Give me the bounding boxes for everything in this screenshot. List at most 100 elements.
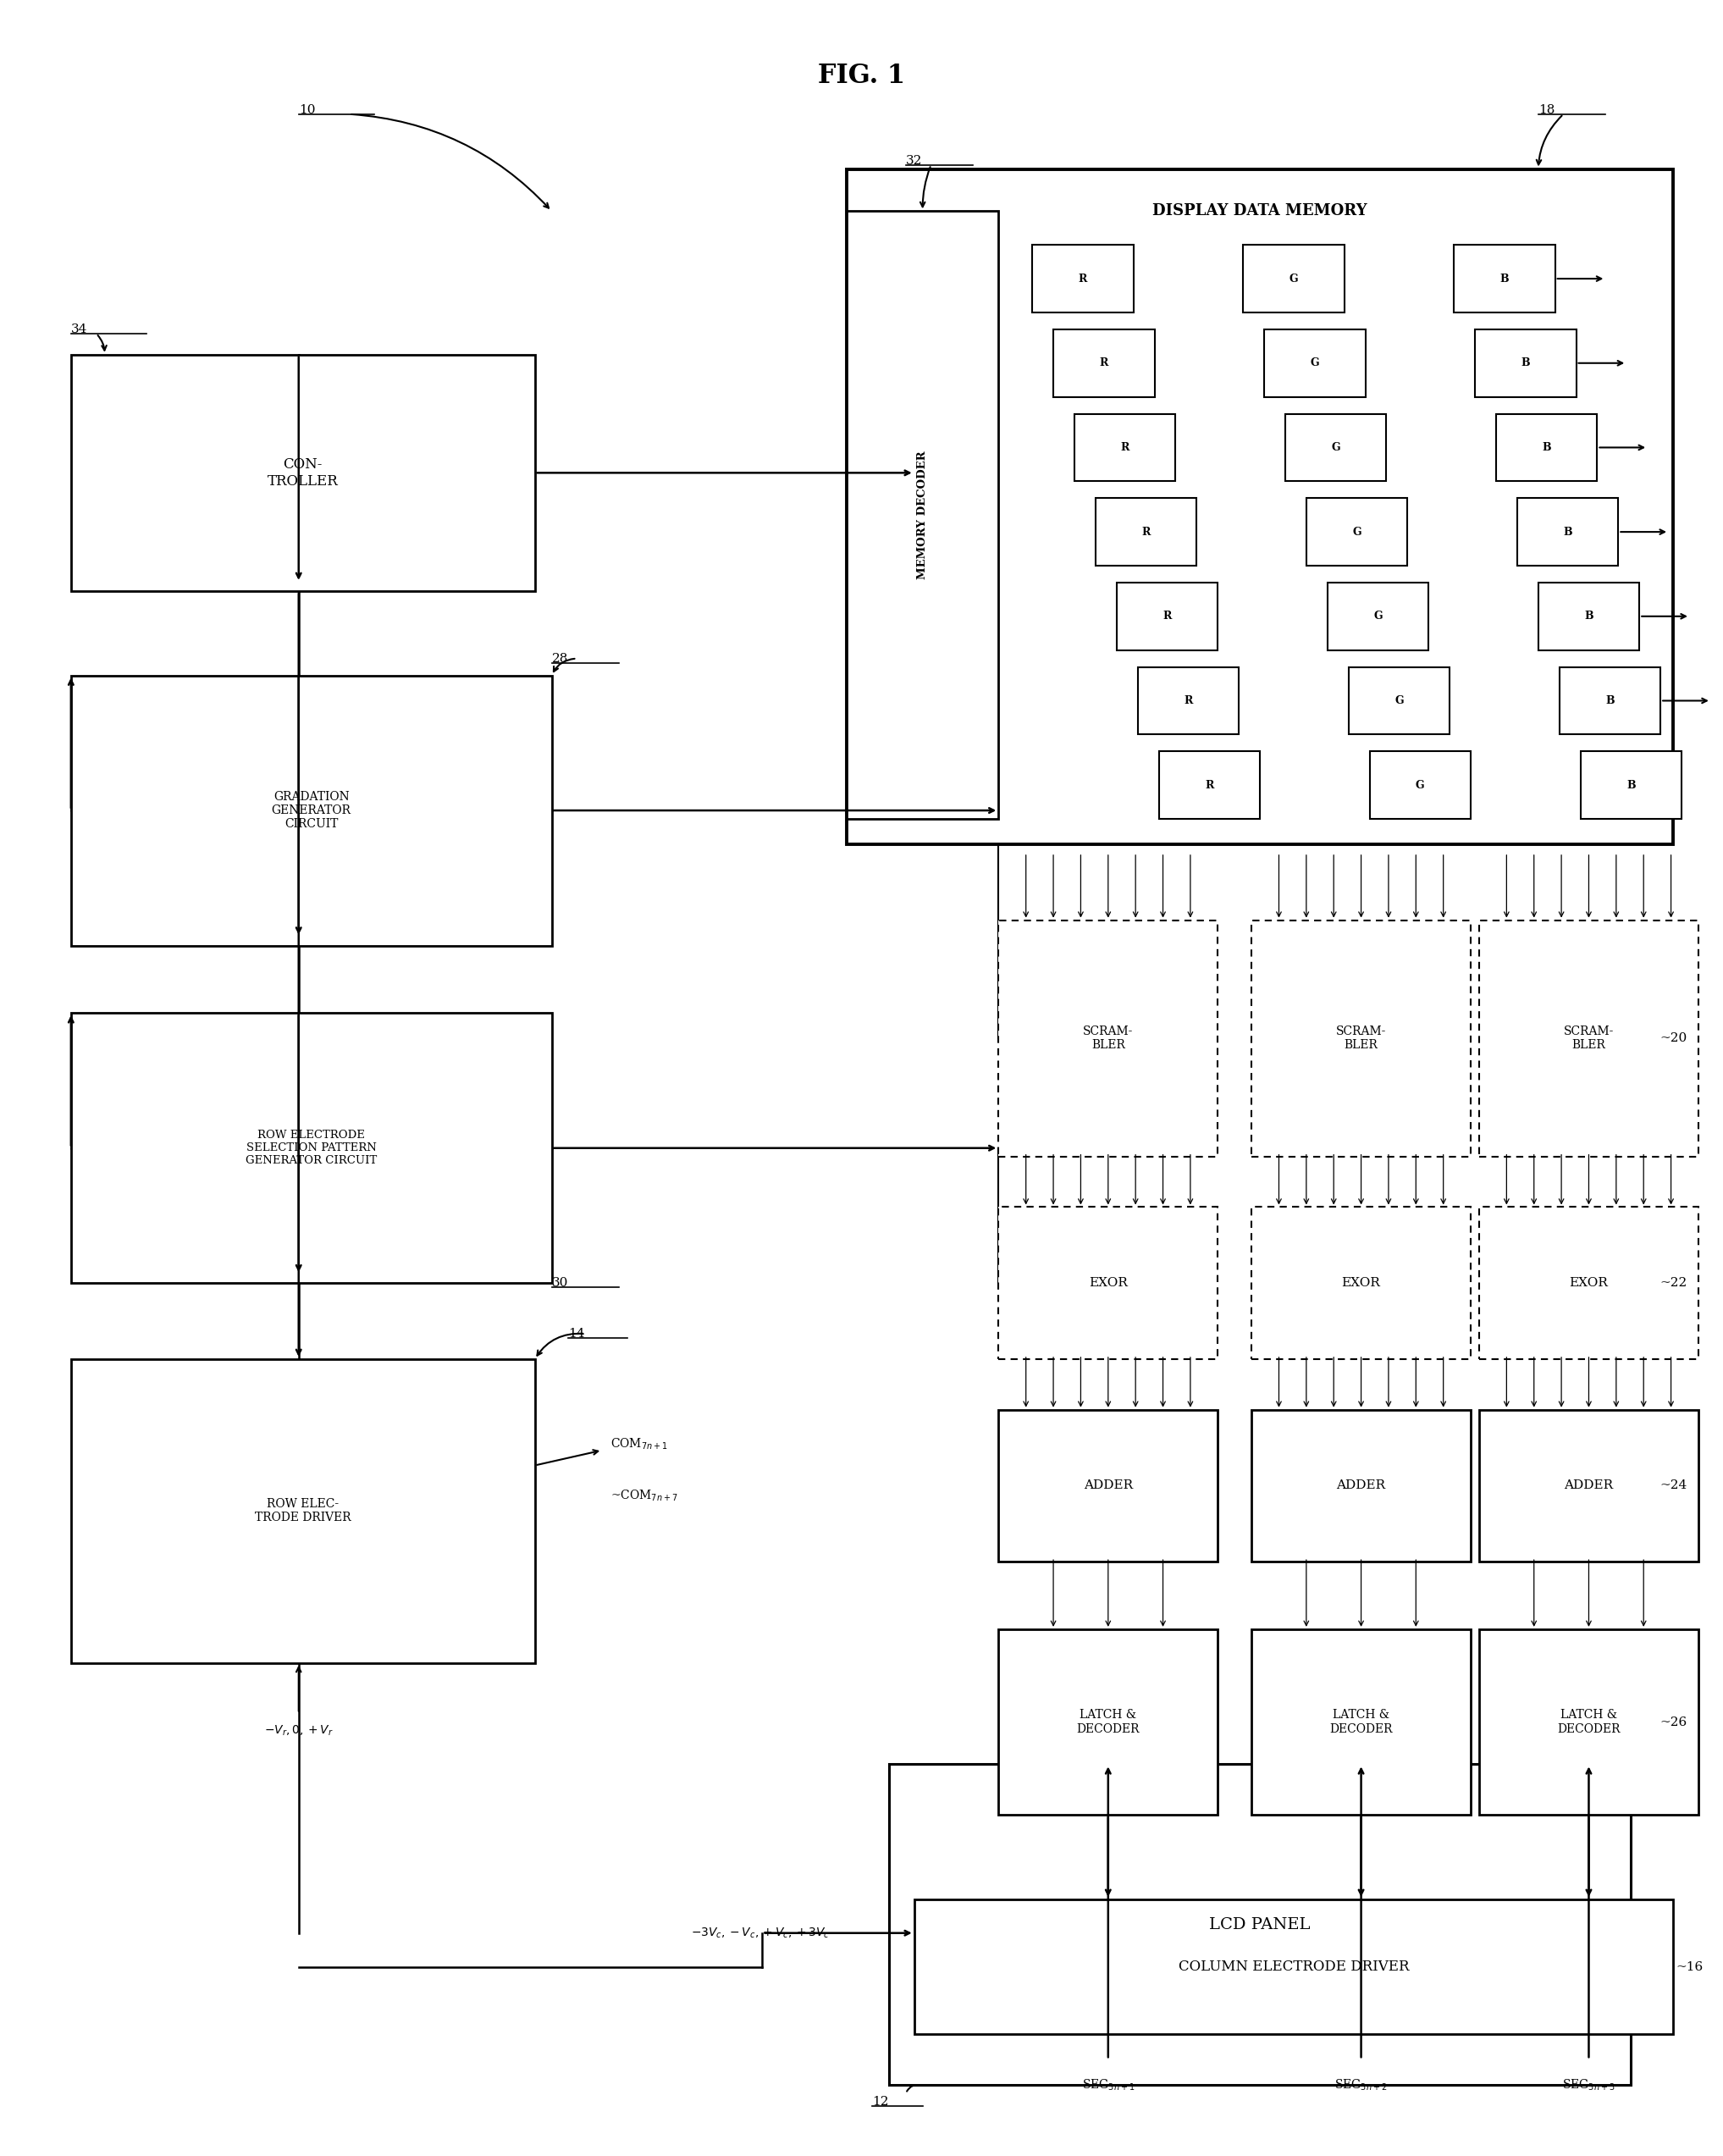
Text: 10: 10 <box>298 103 315 116</box>
FancyBboxPatch shape <box>999 921 1218 1156</box>
FancyBboxPatch shape <box>1349 666 1449 735</box>
FancyBboxPatch shape <box>1478 1630 1699 1815</box>
Text: CON-
TROLLER: CON- TROLLER <box>267 457 338 487</box>
Text: COLUMN ELECTRODE DRIVER: COLUMN ELECTRODE DRIVER <box>1179 1960 1409 1975</box>
Text: B: B <box>1521 358 1530 369</box>
Text: GRADATION
GENERATOR
CIRCUIT: GRADATION GENERATOR CIRCUIT <box>272 791 351 830</box>
Text: LATCH &
DECODER: LATCH & DECODER <box>1558 1710 1620 1736</box>
Text: G: G <box>1353 526 1361 537</box>
FancyBboxPatch shape <box>1478 1207 1699 1358</box>
Text: B: B <box>1563 526 1571 537</box>
FancyBboxPatch shape <box>846 211 999 819</box>
FancyBboxPatch shape <box>71 1013 551 1283</box>
Text: SCRAM-
BLER: SCRAM- BLER <box>1084 1026 1134 1052</box>
FancyBboxPatch shape <box>1285 414 1387 481</box>
Text: B: B <box>1606 694 1614 707</box>
Text: B: B <box>1501 274 1509 285</box>
FancyBboxPatch shape <box>1242 246 1344 313</box>
Text: 18: 18 <box>1539 103 1554 116</box>
FancyBboxPatch shape <box>1478 921 1699 1156</box>
Text: ~22: ~22 <box>1659 1276 1687 1289</box>
Text: ROW ELECTRODE
SELECTION PATTERN
GENERATOR CIRCUIT: ROW ELECTRODE SELECTION PATTERN GENERATO… <box>246 1130 377 1166</box>
Text: ADDER: ADDER <box>1337 1479 1385 1492</box>
FancyBboxPatch shape <box>71 354 534 591</box>
FancyBboxPatch shape <box>915 1899 1673 2035</box>
FancyBboxPatch shape <box>846 168 1673 845</box>
FancyBboxPatch shape <box>1251 1207 1471 1358</box>
FancyBboxPatch shape <box>1075 414 1175 481</box>
Text: 28: 28 <box>551 653 569 664</box>
Text: R: R <box>1204 780 1213 791</box>
Text: G: G <box>1309 358 1320 369</box>
Text: SEG$_{3n+2}$: SEG$_{3n+2}$ <box>1335 2078 1387 2091</box>
Text: LCD PANEL: LCD PANEL <box>1210 1917 1311 1932</box>
FancyBboxPatch shape <box>1454 246 1556 313</box>
Text: R: R <box>1079 274 1087 285</box>
Text: FIG. 1: FIG. 1 <box>818 63 905 88</box>
Text: R: R <box>1120 442 1129 453</box>
Text: R: R <box>1142 526 1151 537</box>
Text: LATCH &
DECODER: LATCH & DECODER <box>1077 1710 1139 1736</box>
FancyBboxPatch shape <box>1327 582 1428 651</box>
Text: EXOR: EXOR <box>1342 1276 1380 1289</box>
FancyBboxPatch shape <box>1496 414 1597 481</box>
Text: ~COM$_{7n+7}$: ~COM$_{7n+7}$ <box>610 1488 679 1503</box>
Text: ~26: ~26 <box>1659 1716 1687 1727</box>
FancyBboxPatch shape <box>1160 750 1260 819</box>
FancyBboxPatch shape <box>1306 498 1408 565</box>
FancyBboxPatch shape <box>1580 750 1682 819</box>
FancyBboxPatch shape <box>999 1410 1218 1561</box>
FancyBboxPatch shape <box>1475 330 1577 397</box>
FancyBboxPatch shape <box>1032 246 1134 313</box>
FancyBboxPatch shape <box>999 1207 1218 1358</box>
Text: R: R <box>1184 694 1192 707</box>
FancyBboxPatch shape <box>1251 1410 1471 1561</box>
Text: $-V_r,0,+V_r$: $-V_r,0,+V_r$ <box>264 1723 333 1738</box>
Text: G: G <box>1332 442 1340 453</box>
Text: R: R <box>1163 610 1172 621</box>
FancyBboxPatch shape <box>1137 666 1239 735</box>
FancyBboxPatch shape <box>1251 1630 1471 1815</box>
FancyBboxPatch shape <box>1539 582 1639 651</box>
Text: G: G <box>1416 780 1425 791</box>
Text: ~16: ~16 <box>1676 1960 1704 1973</box>
Text: 34: 34 <box>71 323 88 336</box>
Text: R: R <box>1099 358 1108 369</box>
Text: 32: 32 <box>906 155 922 166</box>
FancyBboxPatch shape <box>1265 330 1365 397</box>
Text: $-3V_c,-V_c,+V_c,+3V_c$: $-3V_c,-V_c,+V_c,+3V_c$ <box>691 1925 830 1940</box>
Text: COM$_{7n+1}$: COM$_{7n+1}$ <box>610 1436 669 1451</box>
Text: B: B <box>1627 780 1635 791</box>
Text: ~20: ~20 <box>1659 1033 1687 1044</box>
FancyBboxPatch shape <box>1096 498 1197 565</box>
Text: EXOR: EXOR <box>1089 1276 1127 1289</box>
Text: ADDER: ADDER <box>1564 1479 1613 1492</box>
Text: ADDER: ADDER <box>1084 1479 1132 1492</box>
Text: B: B <box>1583 610 1594 621</box>
Text: 14: 14 <box>569 1328 586 1339</box>
Text: MEMORY DECODER: MEMORY DECODER <box>917 451 929 580</box>
FancyBboxPatch shape <box>1478 1410 1699 1561</box>
Text: G: G <box>1394 694 1404 707</box>
Text: LATCH &
DECODER: LATCH & DECODER <box>1330 1710 1392 1736</box>
Text: EXOR: EXOR <box>1570 1276 1608 1289</box>
FancyBboxPatch shape <box>1559 666 1661 735</box>
Text: ROW ELEC-
TRODE DRIVER: ROW ELEC- TRODE DRIVER <box>255 1498 351 1524</box>
Text: SCRAM-
BLER: SCRAM- BLER <box>1335 1026 1387 1052</box>
Text: DISPLAY DATA MEMORY: DISPLAY DATA MEMORY <box>1153 203 1368 218</box>
FancyBboxPatch shape <box>999 1630 1218 1815</box>
FancyBboxPatch shape <box>71 675 551 946</box>
FancyBboxPatch shape <box>1117 582 1218 651</box>
Text: G: G <box>1289 274 1297 285</box>
FancyBboxPatch shape <box>1053 330 1154 397</box>
Text: ~24: ~24 <box>1659 1479 1687 1492</box>
Text: SEG$_{3n+3}$: SEG$_{3n+3}$ <box>1563 2078 1614 2091</box>
Text: SCRAM-
BLER: SCRAM- BLER <box>1564 1026 1614 1052</box>
Text: 12: 12 <box>872 2096 889 2109</box>
FancyBboxPatch shape <box>1516 498 1618 565</box>
FancyBboxPatch shape <box>71 1358 534 1662</box>
FancyBboxPatch shape <box>1251 921 1471 1156</box>
FancyBboxPatch shape <box>1370 750 1471 819</box>
Text: G: G <box>1373 610 1382 621</box>
Text: SEG$_{3n+1}$: SEG$_{3n+1}$ <box>1082 2078 1134 2091</box>
